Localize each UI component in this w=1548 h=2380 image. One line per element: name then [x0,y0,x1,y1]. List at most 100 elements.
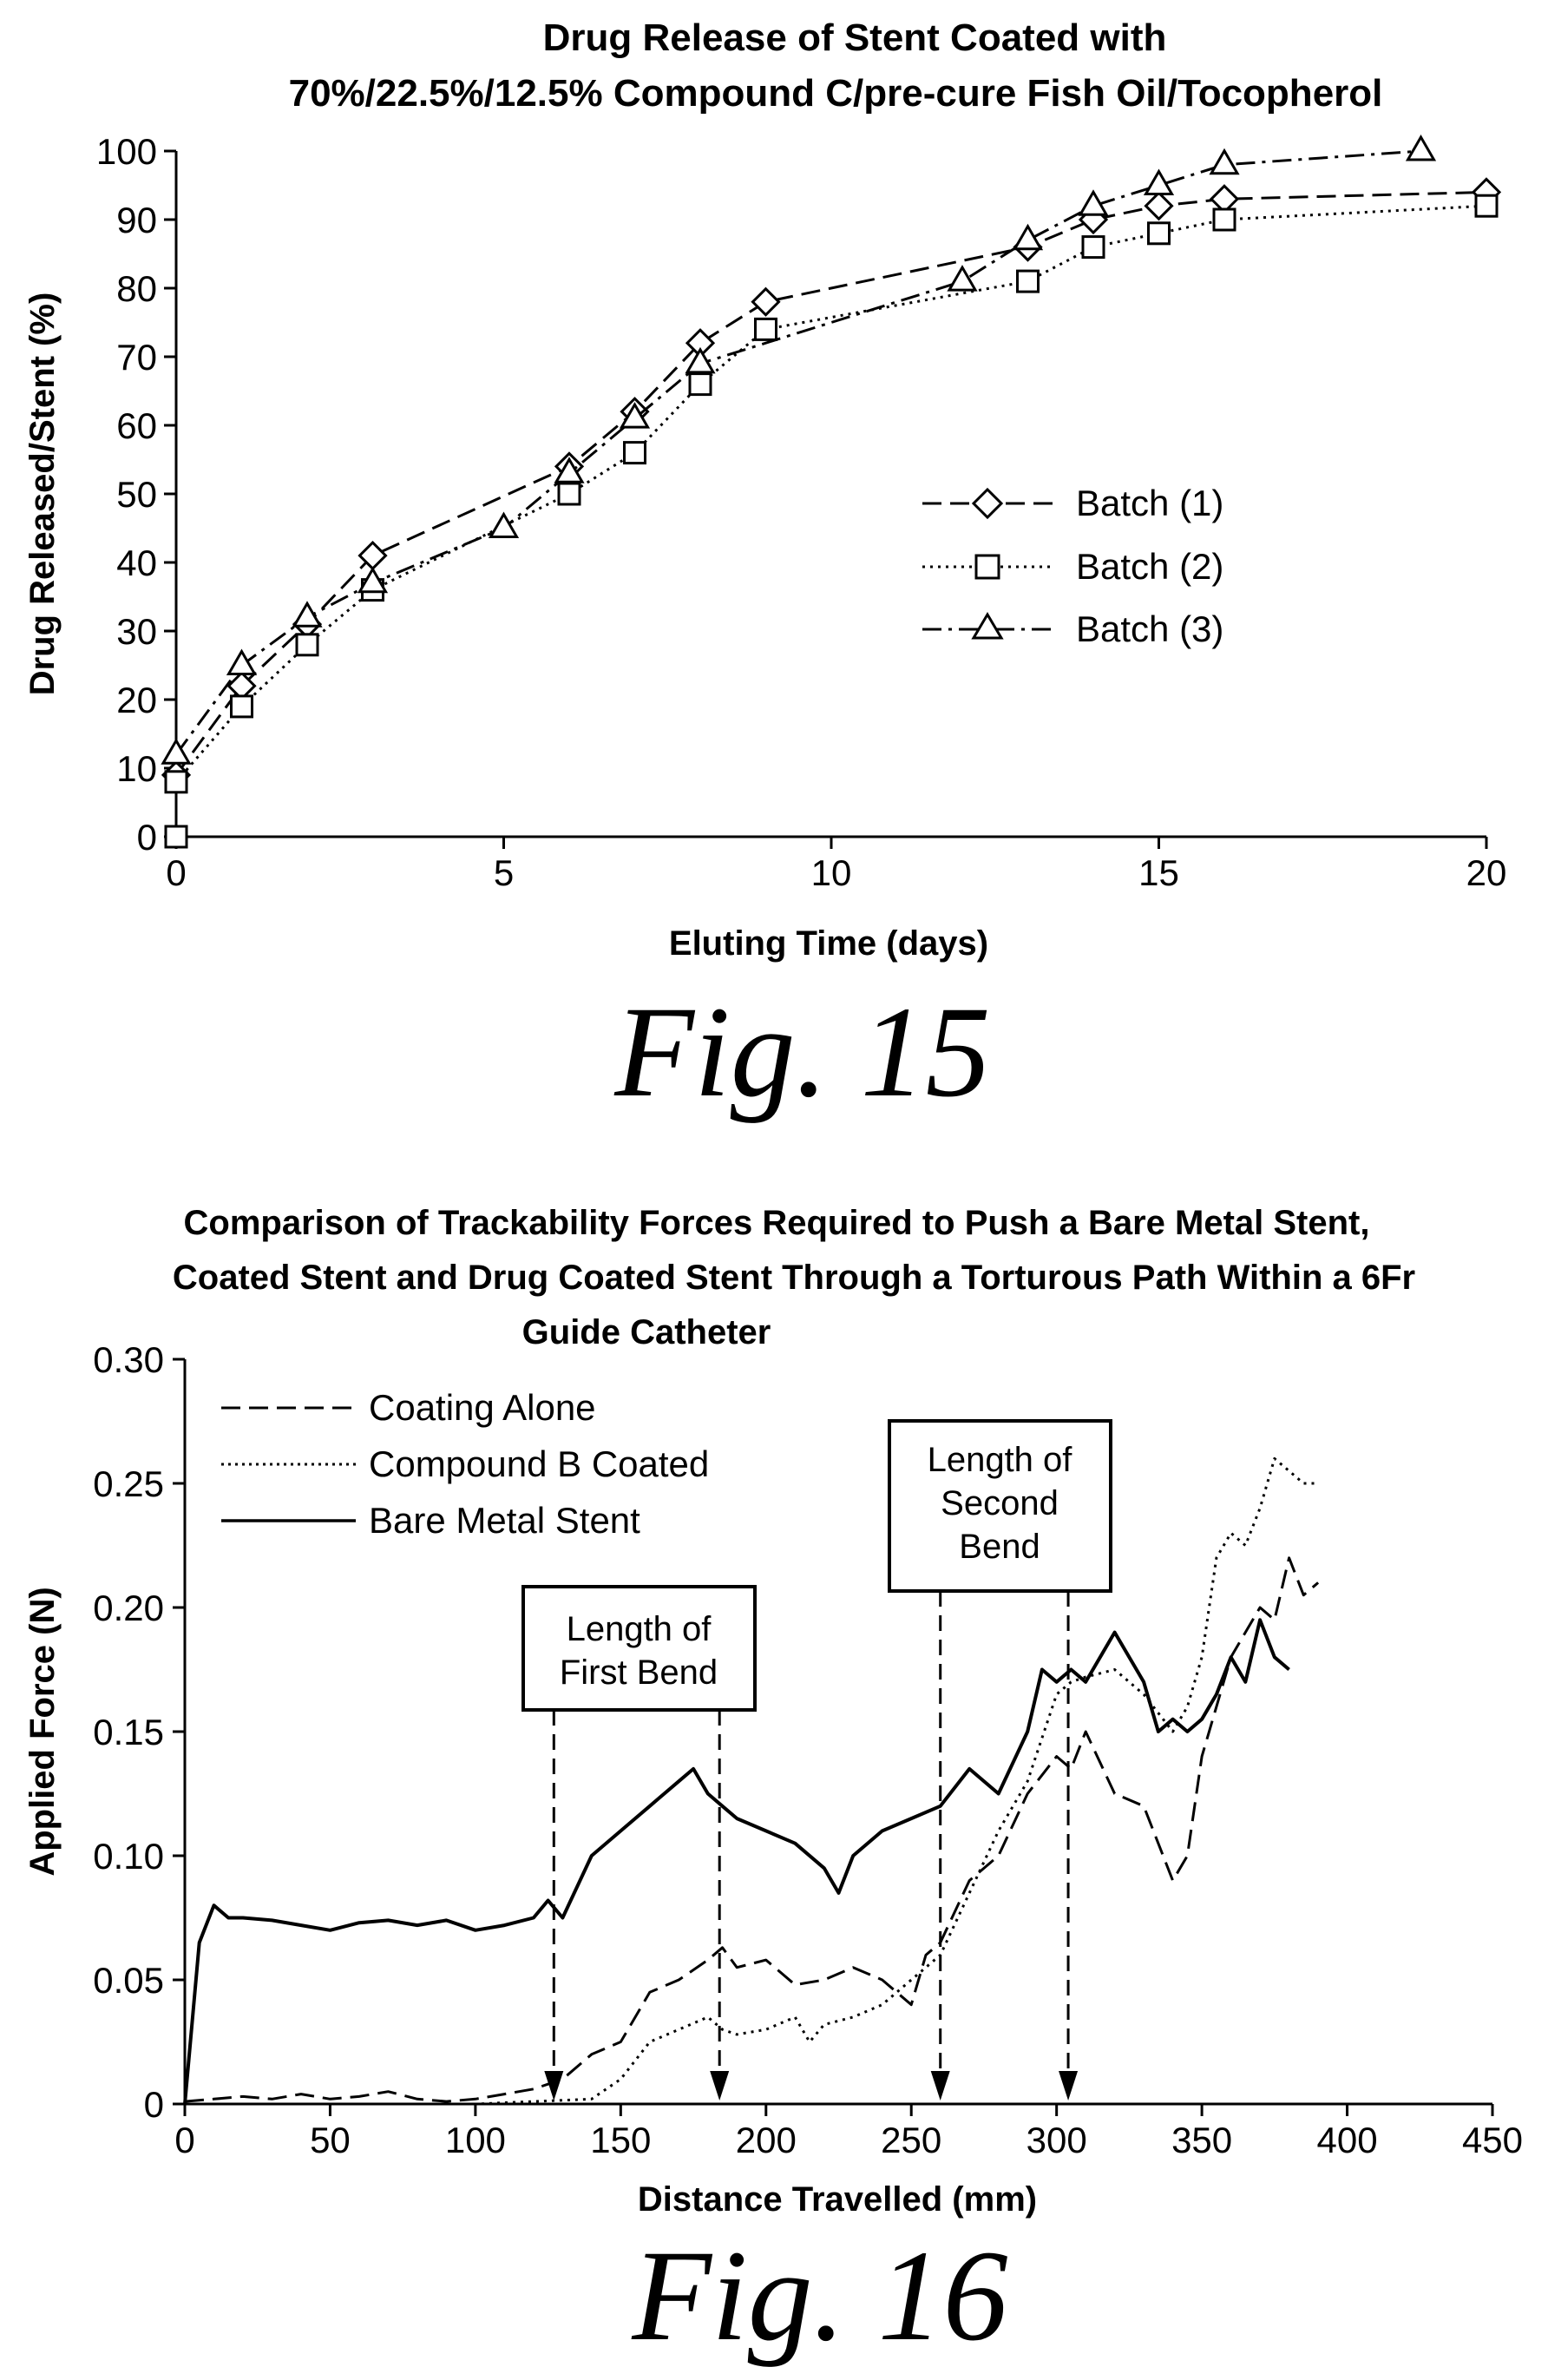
chart2-y-tick-label: 0 [144,2084,164,2125]
triangle-marker-icon [971,612,1004,640]
chart2-y-tick-label: 0.25 [93,1463,164,1504]
chart1-x-tick-label: 10 [811,852,852,893]
chart1-y-tick-label: 10 [116,748,157,789]
chart1-x-axis-label: Eluting Time (days) [669,924,988,963]
square-marker-icon [974,554,1000,580]
chart1-y-tick-label: 40 [116,542,157,583]
chart1-series-3 [161,134,1437,765]
chart1-x-tick-label: 20 [1466,852,1507,893]
chart2-series-line-2 [185,1456,1319,2106]
chart2-title-line2: Coated Stent and Drug Coated Stent Throu… [173,1259,1415,1297]
diamond-marker-icon [971,487,1004,520]
chart2-y-tick-label: 0.05 [93,1960,164,2001]
chart1-series-2 [164,194,1499,849]
chart1-y-tick-label: 100 [96,131,157,172]
chart1-data-point-triangle [226,648,258,675]
chart1-x-tick-label: 15 [1138,852,1179,893]
legend-coating-alone-label: Coating Alone [369,1387,596,1428]
chart2-x-tick-label: 150 [590,2120,651,2160]
annotation-first-bend: Length of First Bend [521,1585,757,1712]
chart1-data-point-square [1147,221,1171,246]
chart2-x-axis-label: Distance Travelled (mm) [638,2180,1037,2219]
chart1-data-point-square [295,633,319,657]
chart1-data-point-triangle [685,346,716,374]
chart1-data-point-square [623,441,646,465]
legend-batch-1-label: Batch (1) [1076,483,1223,523]
chart1-ticks: 0 10 20 30 40 50 60 70 80 90 100 0 5 10 15 20 [96,131,1506,893]
chart1-x-tick-label: 0 [166,852,186,893]
first-bend-label-line2: First Bend [560,1654,718,1692]
chart2-ticks: 0 0.05 0.10 0.15 0.20 0.25 0.30 0 50 100 150 200 250… [93,1339,1523,2160]
arrow-down-icon [710,2071,730,2101]
chart1-data-point-triangle [488,511,520,538]
chart2-series-line-3 [183,1618,1290,2105]
chart2-bend-arrows [544,1591,1079,2101]
chart1-series-1 [161,177,1502,791]
chart1-y-tick-label: 70 [116,337,157,378]
chart1-data-point-triangle [619,402,651,429]
chart1-data-point-triangle [1143,168,1175,195]
chart1-data-point-triangle [554,457,585,483]
chart1-data-point-square [688,372,712,397]
chart2-title-line1: Comparison of Trackability Forces Requir… [184,1204,1370,1242]
chart1-data-point-square [1016,269,1040,293]
chart1-data-point-diamond [751,286,781,317]
legend-bare-metal-label: Bare Metal Stent [369,1500,640,1541]
chart1-y-tick-label: 60 [116,405,157,446]
chart-fig15: Drug Release of Stent Coated with 70%/22… [23,16,1506,1124]
legend-compound-b: Compound B Coated [221,1443,709,1484]
chart1-data-point-triangle [1209,148,1240,175]
chart1-data-point-triangle [1405,134,1437,161]
chart2-x-tick-label: 300 [1027,2120,1087,2160]
chart1-data-point-square [164,770,188,794]
chart2-x-tick-label: 250 [881,2120,941,2160]
chart1-x-tick-label: 5 [494,852,514,893]
chart2-series-line-1 [184,1556,1320,2103]
chart1-data-point-square [1081,235,1105,260]
chart1-y-tick-label: 80 [116,268,157,309]
chart1-data-point-triangle [161,738,192,765]
chart1-data-point-triangle [292,601,323,628]
arrow-down-icon [544,2071,564,2101]
legend-coating-alone: Coating Alone [221,1387,596,1428]
chart-fig16: Comparison of Trackability Forces Requir… [23,1204,1523,2368]
chart1-series-line [174,204,1487,837]
chart1-y-tick-label: 90 [116,200,157,240]
chart2-legend: Coating Alone Compound B Coated Bare Met… [221,1387,709,1541]
second-bend-label-line2: Second [941,1484,1059,1522]
legend-batch-3: Batch (3) [922,608,1223,649]
chart2-series [183,1456,1320,2106]
chart1-y-tick-label: 30 [116,611,157,652]
legend-batch-2-label: Batch (2) [1076,546,1223,587]
chart1-data-point-square [164,825,188,849]
chart2-y-tick-label: 0.20 [93,1588,164,1628]
chart2-x-tick-label: 0 [174,2120,194,2160]
chart1-data-point-triangle [1012,223,1044,251]
chart1-series-line [174,149,1421,756]
legend-batch-3-label: Batch (3) [1076,608,1223,649]
chart2-x-tick-label: 50 [310,2120,351,2160]
chart1-title-line1: Drug Release of Stent Coated with [543,16,1167,59]
chart1-y-tick-label: 20 [116,680,157,720]
first-bend-label-line1: Length of [567,1610,712,1648]
chart2-x-tick-label: 100 [445,2120,506,2160]
chart2-title-line3: Guide Catheter [522,1313,771,1351]
chart1-data-point-square [1212,207,1236,232]
legend-bare-metal: Bare Metal Stent [221,1500,640,1541]
chart1-title-line2: 70%/22.5%/12.5% Compound C/pre-cure Fish… [289,72,1383,115]
chart2-x-tick-label: 400 [1317,2120,1378,2160]
legend-batch-2: Batch (2) [922,546,1223,587]
chart2-y-tick-label: 0.15 [93,1712,164,1752]
chart1-series-line [174,190,1487,776]
chart1-data-point-diamond [1144,191,1174,221]
chart2-x-tick-label: 200 [736,2120,797,2160]
chart1-legend: Batch (1) Batch (2) Batch (3) [922,483,1223,649]
chart1-series [161,134,1502,849]
chart1-y-tick-label: 0 [137,817,157,858]
chart1-data-point-triangle [1078,189,1109,216]
chart1-data-point-square [1474,194,1499,218]
annotation-second-bend: Length of Second Bend [888,1419,1112,1593]
chart1-y-tick-label: 50 [116,474,157,515]
second-bend-label-line3: Bend [959,1528,1040,1566]
